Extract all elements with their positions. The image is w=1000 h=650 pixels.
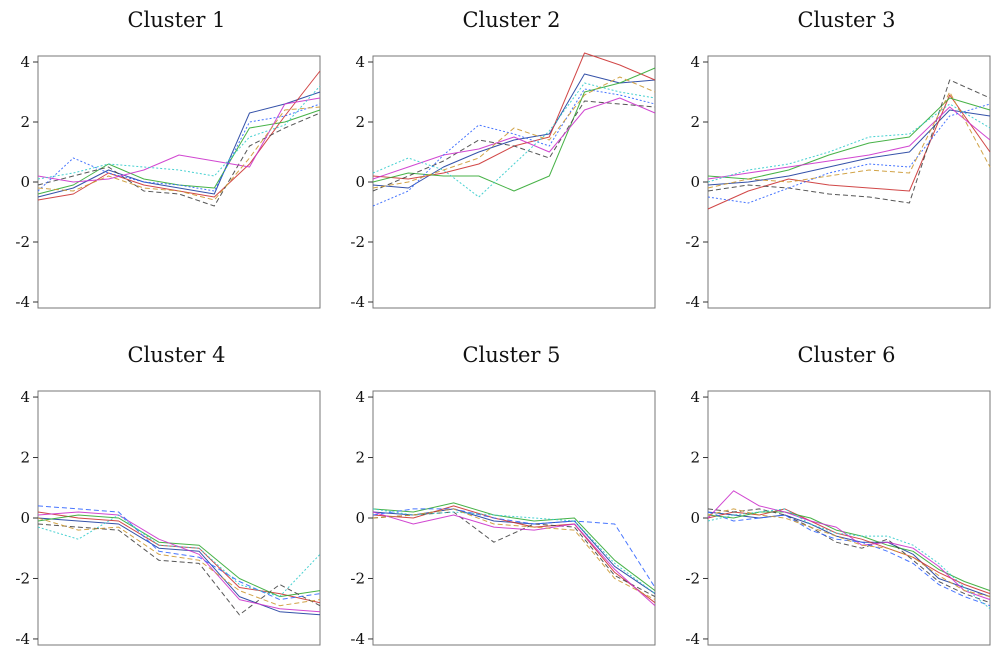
- series-line-4: [372, 100, 656, 192]
- series-line-5: [372, 511, 656, 607]
- series-line-5: [37, 511, 321, 613]
- series-line-7: [37, 85, 321, 180]
- chart-title: Cluster 5: [462, 343, 561, 367]
- y-tick-label: -4: [685, 630, 700, 648]
- y-tick-label: -4: [685, 293, 700, 311]
- series-line-8: [37, 517, 321, 607]
- series-line-8: [707, 91, 991, 189]
- series-line-8: [707, 508, 991, 598]
- series-line-4: [707, 79, 991, 204]
- series-line-7: [707, 508, 991, 610]
- y-tick-label: -2: [685, 569, 700, 587]
- series-line-8: [372, 508, 656, 601]
- y-tick-label: 2: [20, 449, 30, 467]
- chart-title: Cluster 6: [797, 343, 896, 367]
- series-line-4: [707, 508, 991, 604]
- series-line-2: [707, 508, 991, 595]
- series-line-6: [37, 103, 321, 192]
- y-tick-label: 0: [355, 173, 365, 191]
- chart-title: Cluster 3: [797, 8, 896, 32]
- series-line-1: [707, 511, 991, 598]
- y-tick-label: -2: [15, 569, 30, 587]
- series-line-3: [707, 511, 991, 592]
- y-tick-label: 0: [690, 509, 700, 527]
- y-tick-label: -4: [15, 293, 30, 311]
- y-tick-label: -2: [350, 233, 365, 251]
- series-line-1: [372, 73, 656, 189]
- y-tick-label: 4: [20, 388, 30, 406]
- y-tick-label: -4: [350, 293, 365, 311]
- y-tick-label: -4: [350, 630, 365, 648]
- series-line-4: [372, 511, 656, 598]
- y-tick-label: 2: [690, 449, 700, 467]
- series-line-6: [372, 88, 656, 207]
- plot-frame: [37, 55, 321, 309]
- cluster-panel-4: Cluster 4 4 2 0 -2 -4: [10, 325, 343, 650]
- chart-title: Cluster 1: [127, 8, 226, 32]
- y-tick-label: 4: [355, 53, 365, 71]
- series-line-7: [37, 514, 321, 598]
- series-line-7: [372, 508, 656, 595]
- y-tick-label: 2: [355, 449, 365, 467]
- y-tick-label: -2: [685, 233, 700, 251]
- series-line-5: [707, 106, 991, 180]
- cluster-panel-1: Cluster 1 4 2 0 -2 -4: [10, 0, 343, 325]
- series-line-5: [707, 490, 991, 601]
- cluster-6-plot: 4 2 0 -2 -4: [685, 388, 991, 648]
- y-tick-label: 0: [20, 509, 30, 527]
- y-tick-label: 0: [20, 173, 30, 191]
- cluster-panel-5: Cluster 5 4 2 0 -2 -4: [345, 325, 678, 650]
- series-line-2: [707, 94, 991, 210]
- plot-frame: [707, 390, 991, 646]
- series-line-7: [707, 103, 991, 183]
- cluster-panel-6: Cluster 6 4 2 0 -2 -4: [680, 325, 1000, 650]
- y-tick-label: 4: [690, 388, 700, 406]
- series-line-3: [37, 514, 321, 598]
- cluster-4-plot: 4 2 0 -2 -4: [15, 388, 321, 648]
- chart-title: Cluster 4: [127, 343, 226, 367]
- y-tick-label: 0: [355, 509, 365, 527]
- y-tick-label: 2: [20, 113, 30, 131]
- series-line-1: [372, 508, 656, 595]
- series-line-1: [707, 109, 991, 186]
- y-tick-label: 4: [690, 53, 700, 71]
- y-tick-label: -4: [15, 630, 30, 648]
- cluster-3-plot: 4 2 0 -2 -4: [685, 53, 991, 311]
- y-tick-label: -2: [350, 569, 365, 587]
- cluster-1-plot: 4 2 0 -2 -4: [15, 53, 321, 311]
- series-line-6: [37, 505, 321, 601]
- y-tick-label: 4: [20, 53, 30, 71]
- series-line-8: [37, 106, 321, 201]
- series-line-1: [37, 91, 321, 198]
- series-line-5: [372, 97, 656, 180]
- series-line-6: [707, 103, 991, 204]
- y-tick-label: -2: [15, 233, 30, 251]
- cluster-5-plot: 4 2 0 -2 -4: [350, 388, 656, 648]
- series-line-3: [707, 97, 991, 180]
- series-line-1: [37, 517, 321, 616]
- y-tick-label: 2: [355, 113, 365, 131]
- series-line-6: [707, 511, 991, 607]
- chart-title: Cluster 2: [462, 8, 561, 32]
- series-line-2: [37, 511, 321, 604]
- series-line-8: [372, 76, 656, 189]
- series-line-3: [372, 67, 656, 192]
- y-tick-label: 0: [690, 173, 700, 191]
- series-line-4: [37, 112, 321, 207]
- cluster-panel-2: Cluster 2 4 2 0 -2 -4: [345, 0, 678, 325]
- cluster-2-plot: 4 2 0 -2 -4: [350, 52, 656, 311]
- series-line-5: [37, 97, 321, 183]
- y-tick-label: 2: [690, 113, 700, 131]
- series-line-2: [372, 505, 656, 604]
- series-line-3: [372, 502, 656, 591]
- y-tick-label: 4: [355, 388, 365, 406]
- cluster-panel-3: Cluster 3 4 2 0 -2 -4: [680, 0, 1000, 325]
- series-line-7: [372, 82, 656, 198]
